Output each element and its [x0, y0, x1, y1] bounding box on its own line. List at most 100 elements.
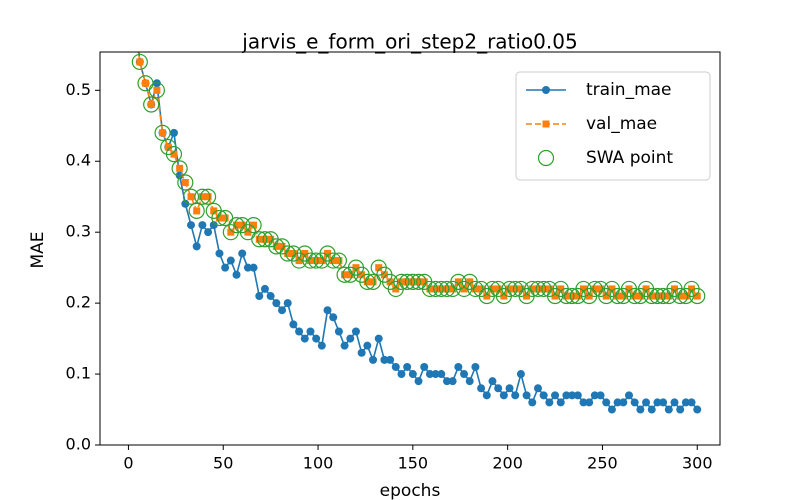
legend-marker [542, 120, 550, 128]
marker [585, 398, 594, 407]
marker [483, 292, 491, 300]
marker [499, 391, 508, 400]
marker [590, 391, 599, 400]
marker [147, 100, 155, 108]
marker [500, 292, 508, 300]
marker [193, 207, 201, 215]
marker [664, 405, 673, 414]
marker [529, 280, 547, 298]
marker [539, 391, 548, 400]
marker [607, 405, 616, 414]
marker [649, 287, 666, 305]
marker [165, 146, 183, 163]
marker [369, 355, 378, 364]
marker [608, 285, 616, 293]
marker [283, 299, 292, 308]
marker [625, 285, 633, 293]
x-tick-label: 250 [587, 454, 618, 473]
marker [443, 285, 451, 293]
marker [636, 292, 644, 300]
marker [442, 377, 451, 386]
marker [568, 292, 576, 300]
marker [177, 174, 194, 191]
marker [255, 235, 263, 243]
marker [317, 341, 326, 350]
marker [330, 252, 347, 269]
marker [636, 405, 645, 414]
marker [324, 249, 332, 257]
marker [506, 285, 514, 293]
marker [562, 391, 571, 400]
marker [238, 221, 246, 229]
x-tick-label: 200 [492, 454, 523, 473]
marker [471, 362, 480, 371]
marker [523, 292, 531, 300]
marker [585, 292, 593, 300]
y-tick-label: 0.2 [66, 293, 91, 312]
marker [374, 334, 383, 343]
marker [127, 12, 142, 27]
marker [289, 320, 298, 329]
marker [312, 257, 320, 265]
marker [346, 271, 354, 279]
marker [403, 362, 412, 371]
marker [171, 160, 188, 177]
marker [226, 256, 235, 265]
marker [244, 228, 252, 236]
marker [488, 377, 497, 386]
marker [251, 231, 268, 248]
marker [437, 370, 446, 379]
marker [665, 292, 673, 300]
legend-box [515, 71, 711, 181]
legend-label: val_mae [586, 114, 657, 134]
marker [363, 278, 371, 286]
x-axis-label: epochs [380, 481, 441, 500]
marker [613, 398, 622, 407]
marker [255, 292, 264, 301]
marker [188, 202, 205, 220]
marker [312, 334, 321, 343]
marker [306, 257, 314, 265]
marker [494, 384, 503, 393]
marker [232, 270, 241, 279]
marker [358, 271, 366, 279]
marker [334, 327, 343, 336]
marker [176, 164, 184, 172]
marker [573, 391, 582, 400]
marker [181, 179, 189, 187]
marker [148, 82, 165, 99]
marker [574, 292, 582, 300]
marker [143, 96, 160, 113]
marker [131, 53, 148, 71]
marker [676, 405, 685, 414]
marker [357, 348, 366, 357]
marker [363, 341, 372, 350]
marker [204, 193, 212, 201]
marker [653, 398, 662, 407]
marker [399, 273, 416, 290]
marker [471, 285, 479, 293]
marker [670, 398, 679, 407]
marker [687, 398, 696, 407]
marker [670, 285, 678, 293]
marker [643, 287, 660, 305]
marker [681, 398, 690, 407]
marker [164, 143, 172, 151]
legend-marker [537, 149, 555, 167]
marker [352, 264, 360, 272]
series-line [138, 52, 698, 411]
marker [325, 252, 342, 269]
marker [267, 235, 275, 243]
marker [648, 292, 656, 300]
marker [448, 377, 457, 386]
marker [278, 306, 287, 315]
marker [260, 284, 269, 293]
marker [624, 391, 633, 400]
marker [266, 292, 275, 301]
x-tick-label: 50 [213, 454, 233, 473]
marker [540, 285, 548, 293]
marker [449, 285, 457, 293]
plot-area [127, 12, 706, 414]
marker [528, 398, 537, 407]
